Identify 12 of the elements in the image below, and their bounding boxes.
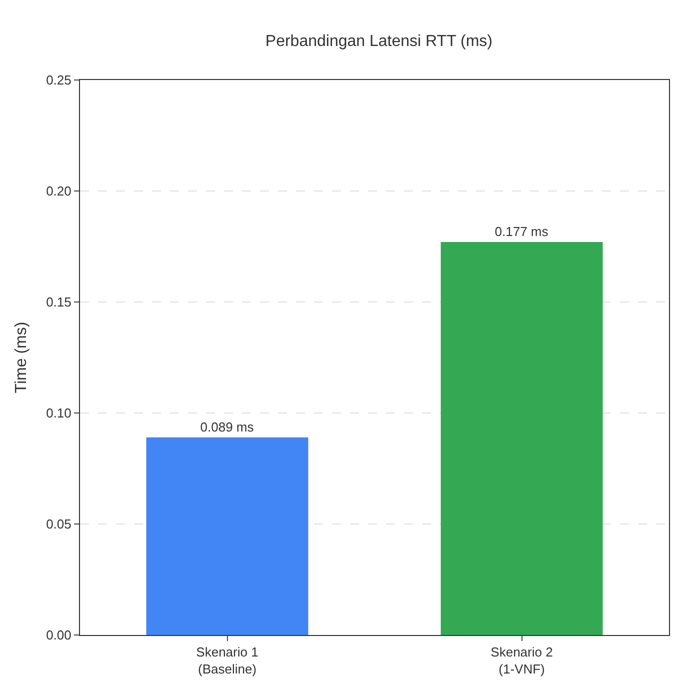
data-label: 0.177 ms	[494, 224, 549, 240]
y-tick-label: 0.15	[46, 294, 72, 310]
x-tick-label: Skenario 1 (Baseline)	[196, 644, 258, 676]
data-label: 0.089 ms	[200, 419, 254, 434]
y-axis-title: Time (ms)	[12, 322, 30, 394]
y-tick-label: 0.05	[46, 516, 72, 532]
y-tick-label: 0.00	[46, 628, 72, 643]
y-tick-label: 0.10	[46, 406, 72, 421]
x-tick-label: Skenario 2 (1-VNF)	[490, 644, 553, 676]
y-tick-label: 0.25	[46, 72, 72, 88]
chart-title: Perbandingan Latensi RTT (ms)	[265, 32, 492, 50]
y-tick-label: 0.20	[46, 184, 72, 199]
